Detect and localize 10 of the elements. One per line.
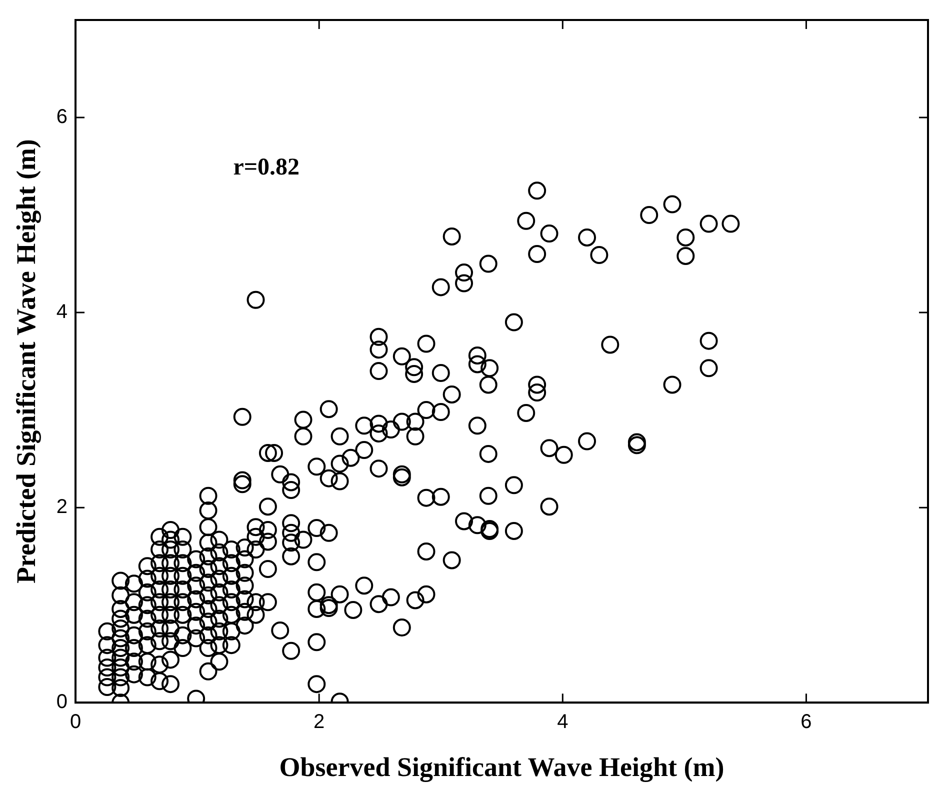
annotation: r=0.82 [233,154,300,180]
y-tick-label: 0 [56,691,68,714]
y-tick-label: 4 [56,301,68,324]
y-axis-title: Predicted Significant Wave Height (m) [11,139,42,584]
x-tick-label: 4 [557,711,568,734]
y-tick-label: 2 [56,496,68,518]
x-axis-title: Observed Significant Wave Height (m) [279,752,724,782]
x-tick-label: 2 [314,711,325,734]
y-tick-label: 6 [56,106,68,128]
x-tick-label: 6 [800,711,812,734]
